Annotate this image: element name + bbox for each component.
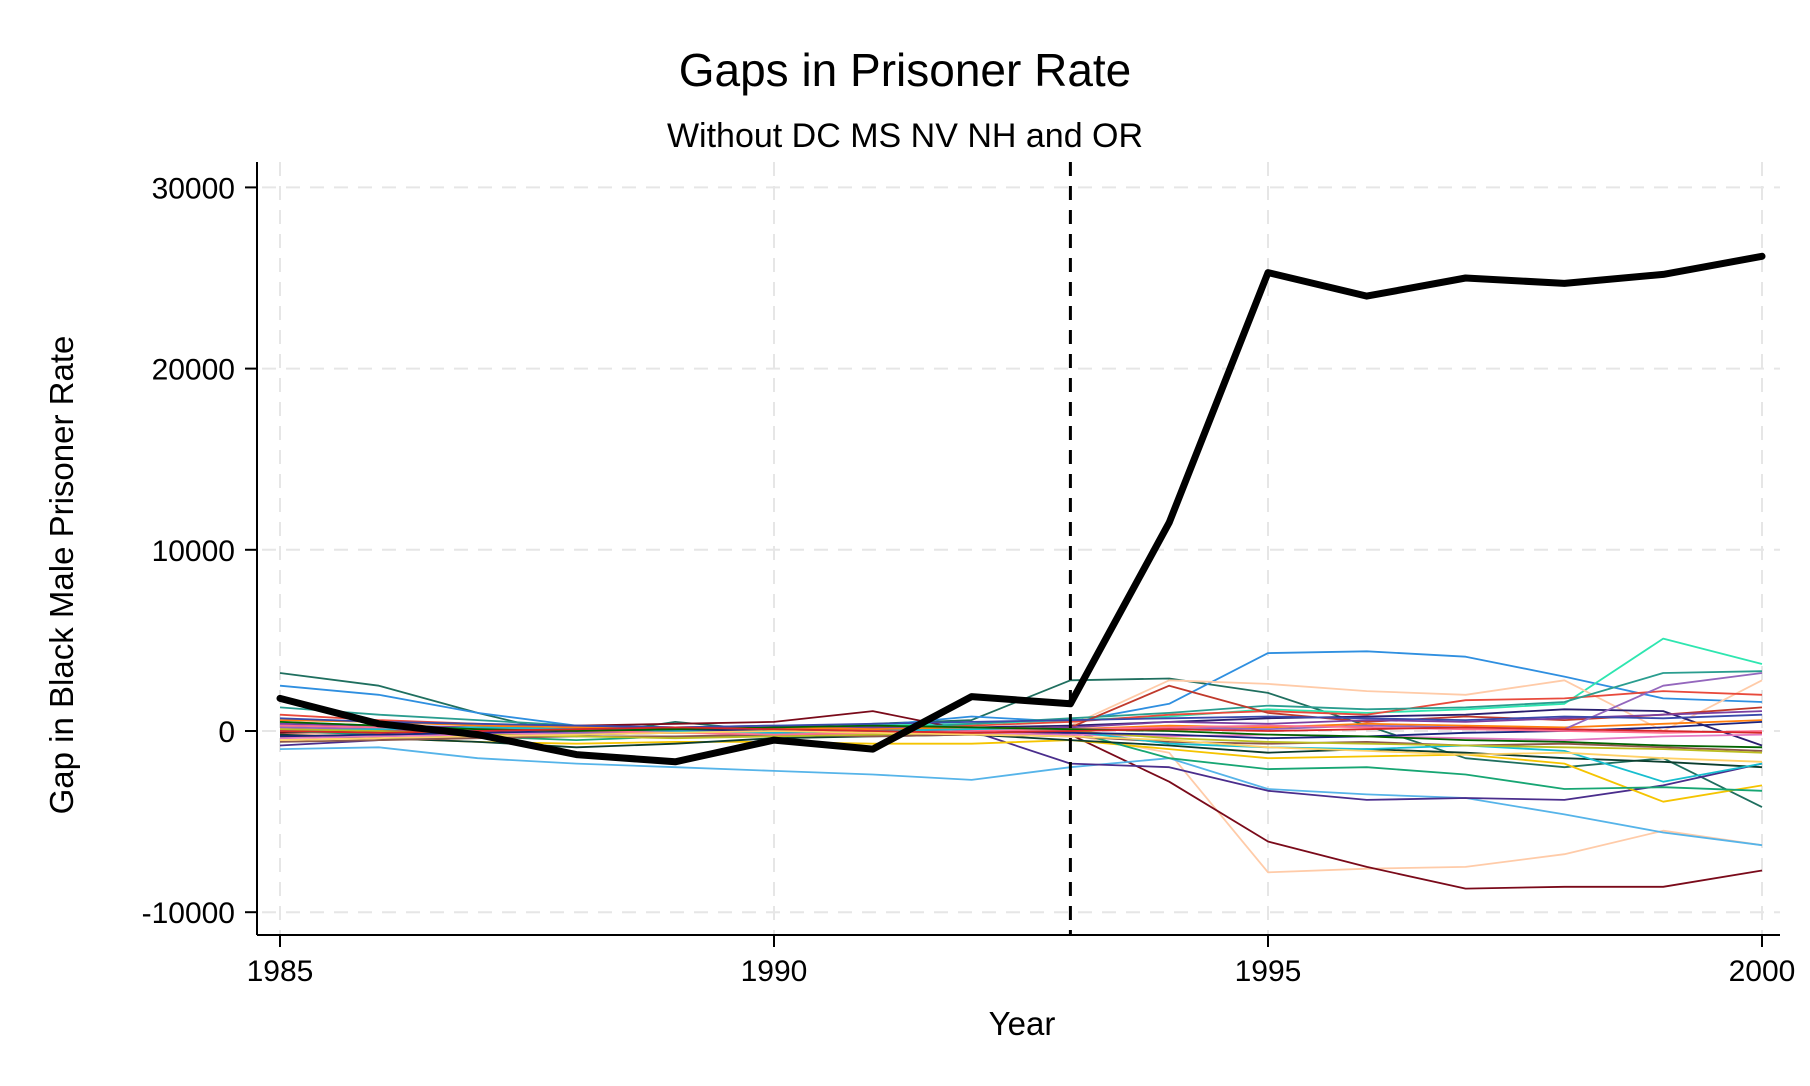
x-tick-label: 1995 — [1235, 955, 1302, 988]
axes — [245, 162, 1780, 947]
y-tick-label: 10000 — [152, 535, 235, 568]
chart-title: Gaps in Prisoner Rate — [679, 44, 1132, 96]
series-lines — [279, 637, 1763, 890]
y-tick-label: 0 — [218, 716, 235, 749]
y-tick-label: 20000 — [152, 354, 235, 387]
y-tick-label: -10000 — [142, 897, 235, 930]
y-axis-title: Gap in Black Male Prisoner Rate — [43, 336, 80, 815]
series-line-26 — [279, 730, 1763, 763]
x-axis-title: Year — [989, 1005, 1056, 1042]
series-line-7 — [279, 746, 1763, 847]
x-tick-label: 2000 — [1729, 955, 1796, 988]
treated-series-line — [276, 252, 1766, 766]
x-tick-label: 1985 — [247, 955, 314, 988]
series-line-28 — [279, 726, 1763, 734]
series-line-27 — [279, 713, 1763, 729]
grid-lines — [262, 162, 1780, 935]
tick-labels: -10000 0 10000 20000 30000 1985 1990 1995 2000 — [142, 172, 1796, 988]
x-tick-label: 1990 — [741, 955, 808, 988]
series-line-17 — [279, 730, 1763, 741]
series-line-5 — [279, 728, 1763, 874]
highlight-series — [276, 252, 1766, 766]
y-tick-label: 30000 — [152, 172, 235, 205]
series-line-2 — [279, 650, 1763, 731]
chart-subtitle: Without DC MS NV NH and OR — [667, 117, 1143, 155]
